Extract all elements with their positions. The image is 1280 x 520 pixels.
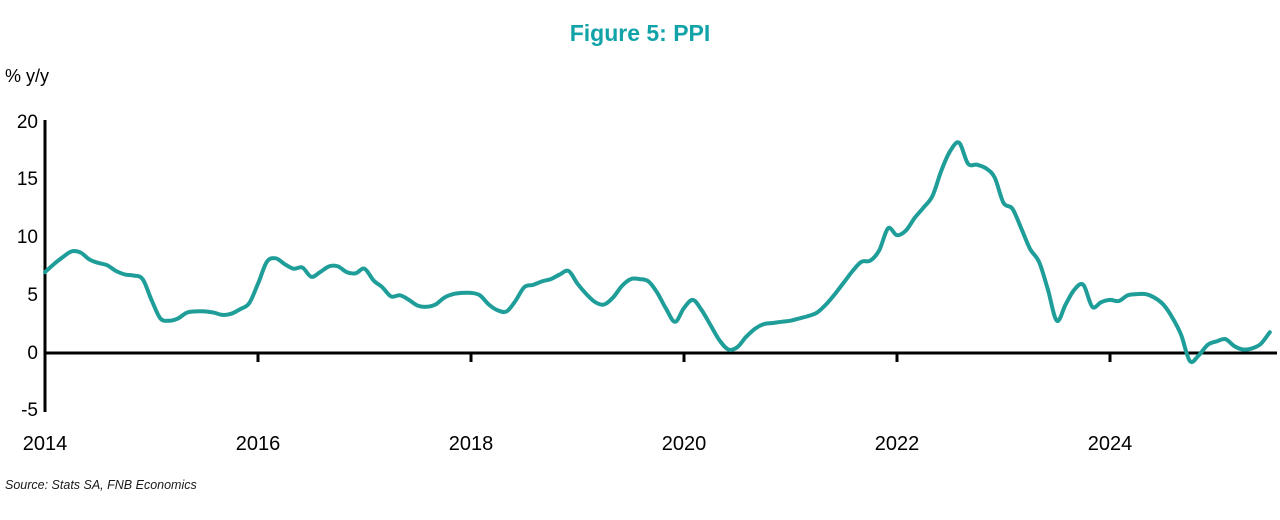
x-tick-label: 2016 [235, 433, 281, 455]
x-tick-label: 2022 [874, 433, 920, 455]
y-tick-label: 0 [27, 342, 38, 364]
chart-title: Figure 5: PPI [569, 20, 711, 46]
y-tick-label: 10 [16, 227, 38, 248]
y-tick-label: 15 [16, 169, 38, 191]
x-tick-label: 2018 [448, 433, 494, 455]
ppi-line [43, 140, 1272, 365]
x-tick-label: 2014 [22, 433, 68, 455]
source-note: Source: Stats SA, FNB Economics [5, 478, 197, 492]
y-tick-label: 20 [16, 111, 38, 133]
x-axis-ticks [256, 353, 1112, 362]
x-tick-label: 2024 [1087, 433, 1133, 455]
x-tick-label: 2020 [661, 433, 707, 455]
y-tick-label: 5 [27, 284, 38, 306]
y-axis-unit-label: % y/y [5, 66, 50, 86]
y-tick-label: -5 [21, 400, 38, 422]
